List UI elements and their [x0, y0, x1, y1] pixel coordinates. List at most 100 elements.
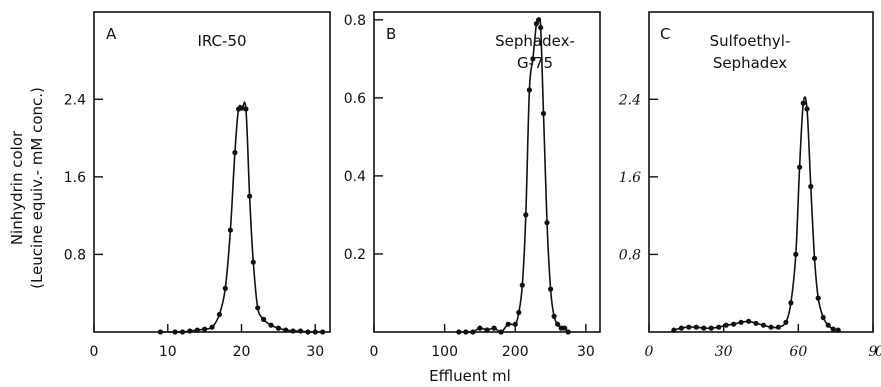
panel-title: Sephadex: [713, 54, 787, 72]
data-point: [290, 328, 296, 334]
data-point: [247, 193, 253, 199]
data-point: [519, 282, 525, 288]
chart-panel-a: 0.8 1.6 2.4 0 10 20 30 A IRC-50: [64, 11, 331, 360]
data-point: [463, 329, 469, 335]
y-tick-label: 0.8: [344, 13, 366, 29]
data-point: [530, 56, 536, 62]
x-tick-label: 30: [715, 344, 733, 360]
data-point: [804, 106, 810, 112]
data-point: [686, 324, 692, 330]
y-tick-label: 0.8: [64, 247, 86, 263]
plot-frame: [648, 11, 874, 333]
data-point: [708, 325, 714, 331]
data-point: [536, 17, 542, 23]
data-point: [194, 327, 200, 333]
data-point: [731, 321, 737, 327]
data-point: [232, 150, 238, 156]
x-tick-label: 10: [159, 344, 177, 360]
data-point: [701, 325, 707, 331]
data-point: [526, 87, 533, 93]
data-point: [808, 183, 814, 190]
data-point: [820, 314, 826, 321]
x-tick-label: 30: [577, 344, 595, 360]
data-point: [565, 329, 571, 335]
data-point: [202, 326, 208, 332]
data-point: [797, 164, 803, 170]
data-point: [815, 295, 821, 301]
y-tick-label: 0.6: [344, 91, 366, 107]
y-axis-title-line2: (Leucine equiv.- mM conc.): [28, 87, 46, 289]
data-point: [671, 327, 677, 333]
y-tick-label: 1.6: [64, 170, 86, 186]
y-axis-title: Ninhydrin color (Leucine equiv.- mM conc…: [8, 87, 46, 289]
chart-panel-c: 0.81.62.40306090CSulfoethyl-Sephadex: [618, 11, 881, 360]
panel-letter: B: [386, 25, 396, 43]
data-point: [693, 324, 699, 330]
data-point: [835, 327, 841, 333]
data-point: [523, 212, 529, 218]
data-point: [716, 324, 722, 330]
series-line: [673, 96, 839, 331]
series-line: [160, 101, 323, 333]
y-tick-label: 0.2: [344, 247, 366, 263]
data-point: [250, 259, 256, 265]
chart-panels: 0.8 1.6 2.4 0 10 20 30 A IRC-50 0.2 0.4 0.6 0.8 0 100 2…: [64, 11, 881, 360]
data-point: [555, 321, 561, 327]
panel-letter: C: [660, 25, 670, 43]
data-point: [312, 329, 318, 335]
data-point: [544, 220, 550, 226]
x-tick-label: 0: [645, 344, 654, 360]
data-point: [738, 319, 744, 325]
data-point: [505, 321, 511, 327]
data-point: [533, 21, 540, 27]
data-point: [551, 313, 557, 319]
data-point: [775, 324, 782, 330]
data-point: [187, 328, 193, 334]
data-point: [678, 325, 685, 331]
x-tick-label: 200: [502, 344, 529, 360]
data-point: [830, 326, 836, 332]
data-point: [320, 329, 326, 335]
panel-title: G-75: [517, 54, 553, 72]
plot-frame: [373, 11, 601, 333]
data-point: [456, 329, 462, 335]
data-point: [305, 329, 311, 335]
y-tick-label: 0.4: [344, 169, 366, 185]
data-point: [723, 322, 729, 328]
x-tick-label: 100: [431, 344, 458, 360]
x-tick-label: 30: [306, 344, 324, 360]
x-axis-title: Effluent ml: [429, 367, 511, 385]
data-point: [243, 106, 249, 112]
data-point: [760, 322, 767, 328]
chart-panel-b: 0.20.40.60.80 100 200 30B Sephadex-G-75: [344, 11, 601, 360]
data-point: [562, 325, 568, 331]
data-point: [491, 325, 497, 331]
data-point: [793, 251, 799, 257]
data-point: [516, 309, 522, 316]
data-point: [484, 327, 490, 333]
panel-title: IRC-50: [197, 32, 246, 50]
data-point: [179, 329, 186, 335]
y-tick-label: 1.6: [619, 170, 641, 186]
x-tick-label: 9: [869, 344, 878, 360]
data-point: [753, 320, 759, 326]
x-tick-label: 0: [370, 344, 379, 360]
y-tick-label: 0.8: [619, 247, 641, 263]
data-point: [768, 324, 774, 330]
panel-title: Sulfoethyl-: [710, 32, 791, 50]
data-point: [746, 318, 752, 324]
x-tick-label: 20: [233, 344, 251, 360]
data-point: [157, 329, 163, 335]
x-tick-label: 0: [875, 344, 881, 360]
data-point: [477, 325, 483, 331]
data-point: [227, 227, 233, 233]
data-point: [297, 328, 304, 334]
y-axis-title-line1: Ninhydrin color: [8, 130, 26, 245]
data-point: [255, 305, 261, 311]
data-point: [788, 300, 794, 306]
data-point: [261, 316, 267, 322]
data-point: [209, 324, 215, 330]
data-point: [512, 321, 518, 327]
data-point: [800, 100, 806, 106]
